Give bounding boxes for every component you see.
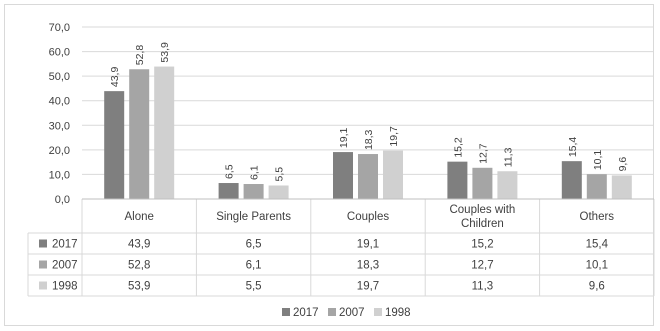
table-value: 18,3 [357, 260, 379, 272]
bar-2007 [129, 69, 150, 200]
bar-2017 [218, 183, 239, 199]
bar-2017 [104, 91, 125, 199]
data-label: 15,2 [452, 137, 464, 158]
category-label: Couples [347, 211, 389, 223]
legend-key-1998 [39, 281, 47, 290]
data-label: 5,5 [274, 167, 286, 182]
table-value: 12,7 [471, 260, 493, 272]
data-label: 6,1 [249, 165, 261, 180]
category-label: Couples with [449, 204, 515, 216]
legend: 2017 2007 1998 [282, 307, 411, 319]
data-label: 15,4 [567, 137, 579, 158]
table-value: 52,8 [128, 260, 150, 272]
category-label: Single Parents [216, 211, 291, 223]
table-value: 53,9 [128, 281, 150, 293]
legend-swatch-2017 [282, 308, 290, 316]
legend-label: 2007 [339, 307, 365, 319]
y-tick-label: 70,0 [49, 22, 70, 34]
table-value: 19,7 [357, 281, 379, 293]
series-label: 2017 [52, 239, 78, 251]
y-tick-label: 10,0 [49, 169, 70, 181]
bar-2007 [472, 167, 493, 199]
category-label: Alone [124, 211, 153, 223]
legend-key-2017 [39, 239, 47, 248]
bar-1998 [497, 171, 518, 199]
y-axis: 0,0 10,0 20,0 30,0 40,0 50,0 60,0 70,0 [49, 22, 70, 206]
table-value: 15,4 [586, 239, 609, 251]
bar-2007 [358, 154, 378, 199]
bar-2017 [333, 152, 353, 199]
y-tick-label: 60,0 [49, 47, 70, 59]
table-value: 5,5 [246, 281, 262, 293]
table-value: 19,1 [357, 239, 379, 251]
legend-label: 2017 [293, 307, 319, 319]
y-tick-label: 0,0 [55, 194, 70, 206]
bar-1998 [154, 66, 175, 199]
data-label: 10,1 [592, 150, 604, 171]
bar-1998 [383, 150, 403, 199]
gridlines [82, 26, 654, 175]
data-labels: 43,9 52,8 53,9 6,5 6,1 5,5 19,1 18,3 19,7 15,2 12,… [109, 42, 629, 182]
data-label: 18,3 [363, 129, 375, 150]
legend-key-2007 [39, 260, 47, 269]
table-value: 11,3 [472, 281, 494, 293]
bar-2007 [586, 174, 607, 199]
data-label: 19,7 [388, 126, 400, 147]
bar-1998 [611, 175, 632, 199]
table-value: 6,1 [246, 260, 262, 272]
bar-2007 [243, 184, 264, 199]
data-label: 19,1 [338, 127, 350, 148]
data-label: 52,8 [134, 45, 146, 66]
data-label: 53,9 [159, 42, 171, 63]
legend-swatch-2007 [328, 308, 336, 316]
legend-label: 1998 [385, 307, 411, 319]
data-label: 11,3 [502, 147, 514, 167]
category-label: Children [461, 218, 504, 230]
y-tick-label: 30,0 [49, 120, 70, 132]
series-label: 1998 [52, 281, 78, 293]
table-value: 6,5 [246, 239, 262, 251]
chart-frame [4, 4, 654, 326]
legend-swatch-1998 [374, 308, 382, 316]
data-label: 6,5 [224, 164, 236, 179]
bars [104, 66, 632, 200]
data-label: 12,7 [477, 143, 489, 164]
category-label: Others [580, 211, 615, 223]
data-label: 43,9 [109, 67, 121, 88]
table-value: 9,6 [589, 281, 605, 293]
table-value: 15,2 [471, 239, 493, 251]
data-label: 9,6 [617, 157, 629, 172]
bar-2017 [561, 161, 582, 199]
table-value: 10,1 [586, 260, 608, 272]
series-label: 2007 [52, 260, 78, 272]
table-value: 43,9 [128, 239, 150, 251]
data-table: Alone Single Parents Couples Couples with Ch… [27, 198, 655, 297]
y-tick-label: 50,0 [49, 71, 70, 83]
y-tick-label: 20,0 [49, 145, 70, 157]
bar-1998 [268, 185, 289, 199]
y-tick-label: 40,0 [49, 96, 70, 108]
bar-2017 [447, 161, 468, 199]
